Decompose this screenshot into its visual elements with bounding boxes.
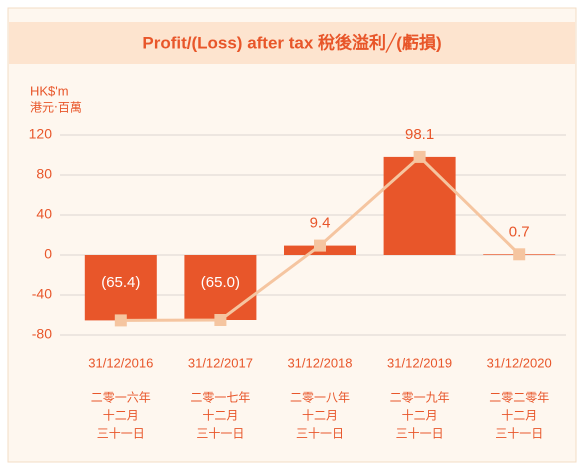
line-marker <box>513 248 526 261</box>
bar <box>84 255 157 321</box>
y-tick-label: -80 <box>32 326 52 342</box>
y-axis-label-zh: 港元‧百萬 <box>30 101 82 115</box>
value-label: 9.4 <box>310 215 331 232</box>
value-label: 0.7 <box>509 223 530 240</box>
x-tick-label-zh: 二零一七年 <box>190 391 250 405</box>
chart-title: Profit/(Loss) after tax 稅後溢利╱(虧損) <box>142 32 441 53</box>
bar <box>383 156 456 255</box>
y-tick-label: 40 <box>36 206 52 222</box>
x-tick-label-zh: 三十一日 <box>196 427 244 441</box>
panel <box>7 7 577 463</box>
line-marker <box>114 314 127 327</box>
x-tick-label: 31/12/2018 <box>287 355 352 370</box>
x-tick-label-zh: 十二月 <box>501 409 537 423</box>
x-tick-label-zh: 三十一日 <box>97 427 145 441</box>
x-tick-label-zh: 十二月 <box>302 409 338 423</box>
x-tick-label-zh: 三十一日 <box>495 427 543 441</box>
x-tick-label-zh: 三十一日 <box>296 427 344 441</box>
x-tick-label-zh: 三十一日 <box>396 427 444 441</box>
line-marker <box>214 314 227 326</box>
x-tick-label: 31/12/2017 <box>188 355 253 370</box>
value-label: (65.4) <box>101 274 140 291</box>
x-tick-label-zh: 二零一九年 <box>390 391 450 405</box>
x-tick-label-zh: 二零一六年 <box>91 391 151 405</box>
x-tick-label-zh: 二零一八年 <box>290 391 350 405</box>
value-label: 98.1 <box>405 126 434 143</box>
value-label: (65.0) <box>201 274 240 291</box>
x-tick-label: 31/12/2016 <box>88 355 153 370</box>
title-band <box>9 22 575 64</box>
x-tick-label: 31/12/2019 <box>387 355 452 370</box>
x-tick-label-zh: 十二月 <box>103 409 139 423</box>
y-tick-label: -40 <box>32 286 52 302</box>
y-tick-label: 0 <box>44 246 52 262</box>
x-tick-label-zh: 二零二零年 <box>489 391 549 405</box>
line-marker <box>413 150 426 163</box>
x-tick-label: 31/12/2020 <box>487 355 552 370</box>
bar <box>184 255 257 320</box>
x-tick-label-zh: 十二月 <box>402 409 438 423</box>
y-axis-label: HK$'m <box>30 83 69 98</box>
x-tick-label-zh: 十二月 <box>202 409 238 423</box>
line-marker <box>314 239 326 252</box>
y-tick-label: 80 <box>36 166 52 182</box>
y-tick-label: 120 <box>29 126 53 142</box>
